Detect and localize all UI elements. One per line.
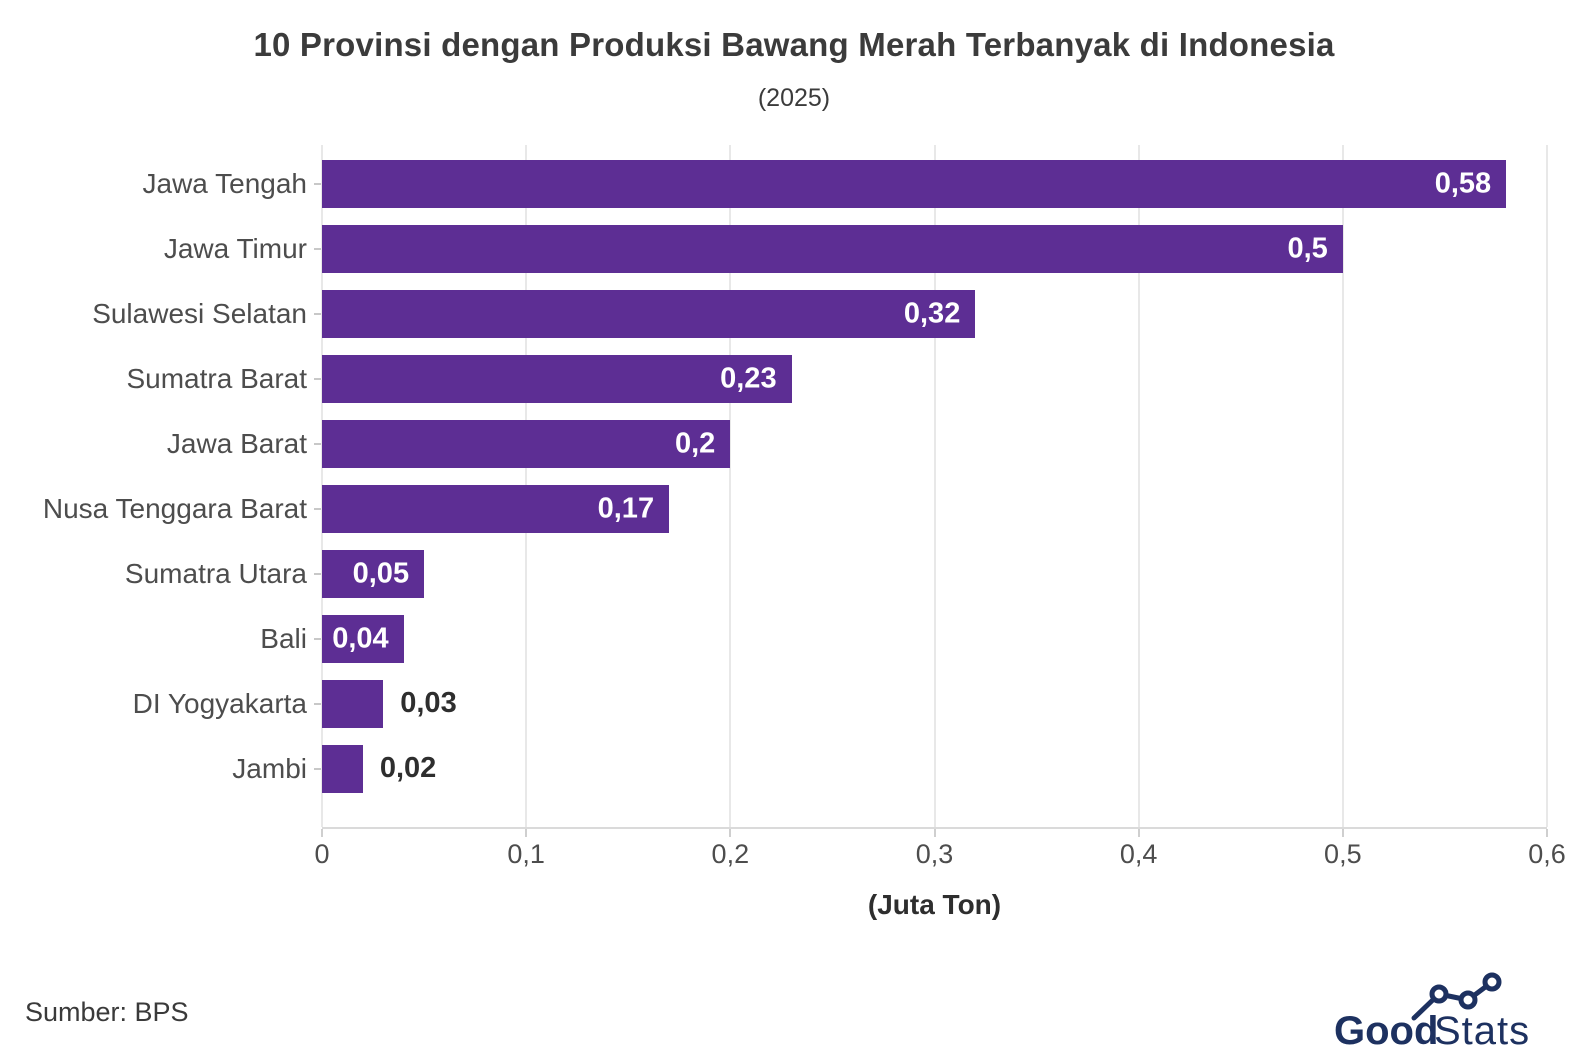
bar	[322, 744, 363, 793]
bar: 0,05	[322, 549, 425, 598]
category-label: Jawa Timur	[163, 232, 307, 264]
x-tick-label: 0	[314, 839, 330, 869]
logo-dot-icon	[1482, 972, 1502, 992]
x-tick-mark	[1137, 829, 1140, 837]
x-tick-label: 0,2	[711, 839, 750, 869]
logo-dot-icon	[1429, 984, 1449, 1004]
category-label-row: Sumatra Barat	[0, 346, 322, 411]
category-label-row: Jawa Barat	[0, 411, 322, 476]
bar-row: 0,5	[322, 216, 1547, 281]
bar: 0,58	[322, 159, 1507, 208]
category-label-row: Bali	[0, 606, 322, 671]
bar	[322, 679, 384, 728]
bar: 0,04	[322, 614, 404, 663]
bar-value-label: 0,2	[675, 427, 716, 459]
chart-subtitle: (2025)	[757, 84, 831, 112]
x-tick-label: 0,1	[507, 839, 545, 869]
bar-row: 0,05	[322, 541, 1547, 606]
logo-text-bold: Good	[1334, 1009, 1438, 1052]
gridline	[1341, 145, 1344, 827]
category-label: Sulawesi Selatan	[92, 297, 307, 329]
category-label-row: Nusa Tenggara Barat	[0, 476, 322, 541]
bar-value-label: 0,23	[720, 362, 777, 394]
category-label-row: Jawa Timur	[0, 216, 322, 281]
x-tick-label: 0,3	[915, 839, 954, 869]
category-label-row: Sulawesi Selatan	[0, 281, 322, 346]
gridline	[933, 145, 936, 827]
y-tick-mark	[314, 702, 322, 705]
bar-row: 0,03	[322, 671, 1547, 736]
bar: 0,17	[322, 484, 670, 533]
footer: Sumber: BPS Good Stats	[0, 970, 1588, 1052]
bar-row: 0,32	[322, 281, 1547, 346]
y-tick-mark	[314, 377, 322, 380]
x-tick-label: 0,5	[1324, 839, 1362, 869]
bar-value-label: 0,32	[903, 297, 961, 329]
bar-value-label: 0,04	[332, 622, 389, 654]
category-label-row: Sumatra Utara	[0, 541, 322, 606]
category-label: Jawa Tengah	[142, 167, 308, 199]
x-tick-mark	[1341, 829, 1344, 837]
x-tick-mark	[1546, 829, 1548, 837]
category-label: Sumatra Utara	[124, 557, 307, 589]
bar-chart: Jawa Tengah Jawa Timur Sulawesi Selatan Sum…	[0, 145, 1566, 921]
plot-grid: 0,58 0,5 0,32 0,23 0,2 0,17 0,05 0,04 0,03 0,02	[321, 145, 1548, 829]
bar-value-label: 0,03	[400, 687, 457, 719]
infographic-page: 10 Provinsi dengan Produksi Bawang Merah…	[0, 26, 1588, 1052]
y-tick-mark	[314, 442, 322, 445]
bar-value-label: 0,17	[597, 492, 655, 524]
y-tick-mark	[314, 572, 322, 575]
bar: 0,32	[322, 289, 976, 338]
bar-value-label: 0,02	[379, 752, 437, 784]
category-label: Nusa Tenggara Barat	[42, 492, 307, 524]
logo-dot-icon	[1458, 990, 1478, 1010]
bar-row: 0,02	[322, 736, 1547, 801]
plot-area: 0,58 0,5 0,32 0,23 0,2 0,17 0,05 0,04 0,03 0,02 0…	[314, 145, 1566, 921]
bar: 0,2	[322, 419, 731, 468]
chart-title: 10 Provinsi dengan Produksi Bawang Merah…	[253, 26, 1335, 63]
y-tick-mark	[314, 637, 322, 640]
bar-value-label: 0,58	[1434, 167, 1492, 199]
y-tick-mark	[314, 507, 322, 510]
category-label-row: Jawa Tengah	[0, 151, 322, 216]
y-tick-mark	[314, 182, 322, 185]
source-label: Sumber: BPS	[25, 996, 189, 1027]
category-label: DI Yogyakarta	[132, 687, 307, 719]
bar-value-label: 0,5	[1287, 232, 1328, 264]
x-axis-title: (Juta Ton)	[867, 889, 1002, 920]
logo-text-light: Stats	[1434, 1009, 1530, 1052]
y-tick-mark	[314, 247, 322, 250]
category-label-row: DI Yogyakarta	[0, 671, 322, 736]
x-tick-mark	[525, 829, 528, 837]
x-tick-mark	[321, 829, 323, 837]
bar-row: 0,17	[322, 476, 1547, 541]
y-tick-mark	[314, 312, 322, 315]
category-label-row: Jambi	[0, 736, 322, 801]
gridline	[1546, 145, 1548, 827]
bar-row: 0,2	[322, 411, 1547, 476]
category-label: Jawa Barat	[166, 427, 307, 459]
x-tick-label: 0,6	[1528, 839, 1566, 869]
y-axis-labels: Jawa Tengah Jawa Timur Sulawesi Selatan Sum…	[0, 145, 322, 921]
x-tick-label: 0,4	[1119, 839, 1158, 869]
bar-row: 0,23	[322, 346, 1547, 411]
gridline	[1137, 145, 1140, 827]
x-tick-mark	[933, 829, 936, 837]
gridline	[729, 145, 732, 827]
y-tick-mark	[314, 767, 322, 770]
bar: 0,23	[322, 354, 792, 403]
logo-trendline-icon	[1411, 979, 1495, 1021]
bar: 0,5	[322, 224, 1343, 273]
x-tick-mark	[729, 829, 732, 837]
bar-row: 0,58	[322, 151, 1547, 216]
x-axis: 0 0,1 0,2 0,3 0,4 0,5 0,6	[314, 829, 1566, 875]
bar-row: 0,04	[322, 606, 1547, 671]
bar-value-label: 0,05	[352, 557, 410, 589]
category-label: Jambi	[232, 752, 307, 784]
category-label: Sumatra Barat	[126, 362, 307, 394]
goodstats-logo: Good Stats	[1334, 972, 1530, 1052]
category-label: Bali	[260, 622, 307, 654]
